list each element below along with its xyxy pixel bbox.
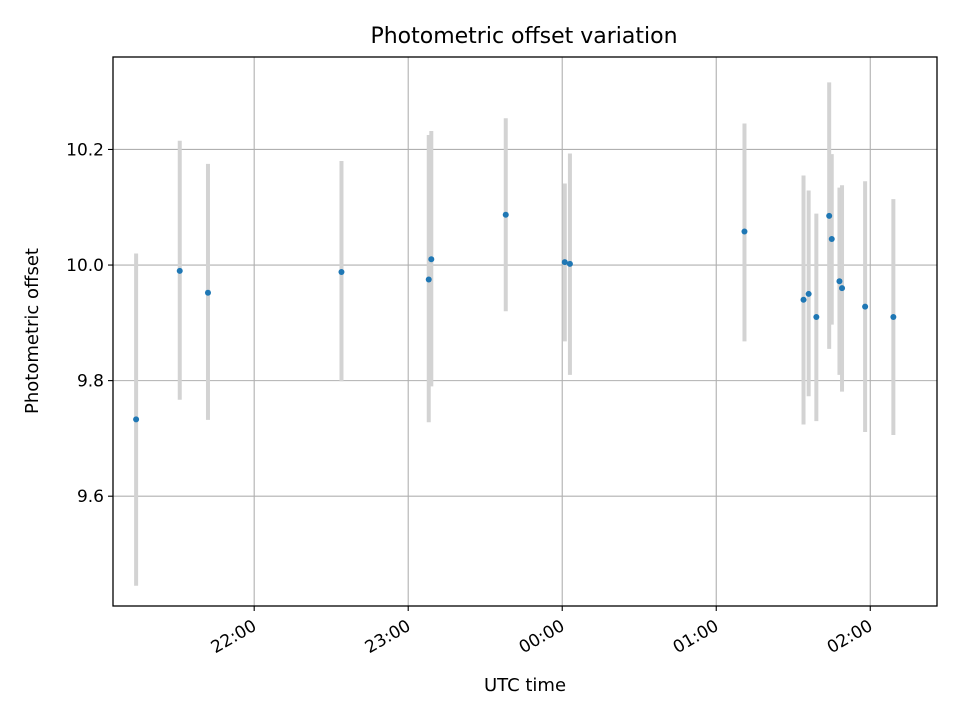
data-point xyxy=(133,416,140,423)
data-point xyxy=(428,256,435,263)
y-tick-label: 9.6 xyxy=(77,487,104,507)
data-point xyxy=(828,236,835,243)
data-point xyxy=(839,285,846,292)
data-point xyxy=(338,268,345,275)
data-point xyxy=(741,228,748,235)
data-point xyxy=(813,314,820,321)
data-point xyxy=(502,211,509,218)
data-point xyxy=(862,303,869,310)
y-axis-ticks: 9.6 9.8 10.0 10.2 xyxy=(66,140,113,507)
y-tick-label: 10.0 xyxy=(66,256,104,276)
y-tick-label: 9.8 xyxy=(77,372,104,392)
chart-title: Photometric offset variation xyxy=(370,24,677,49)
x-axis-label: UTC time xyxy=(484,675,566,696)
data-point xyxy=(425,276,432,283)
data-point xyxy=(176,267,183,274)
data-point xyxy=(805,290,812,297)
y-tick-label: 10.2 xyxy=(66,140,104,160)
data-point xyxy=(204,289,211,296)
data-point xyxy=(890,314,897,321)
data-point xyxy=(800,296,807,303)
data-point xyxy=(561,259,568,266)
y-axis-label: Photometric offset xyxy=(22,248,43,414)
plot-frame xyxy=(112,56,938,607)
grid xyxy=(113,57,937,606)
data-point xyxy=(566,260,573,267)
data-points xyxy=(133,211,897,423)
data-point xyxy=(836,278,843,285)
data-point xyxy=(826,212,833,219)
